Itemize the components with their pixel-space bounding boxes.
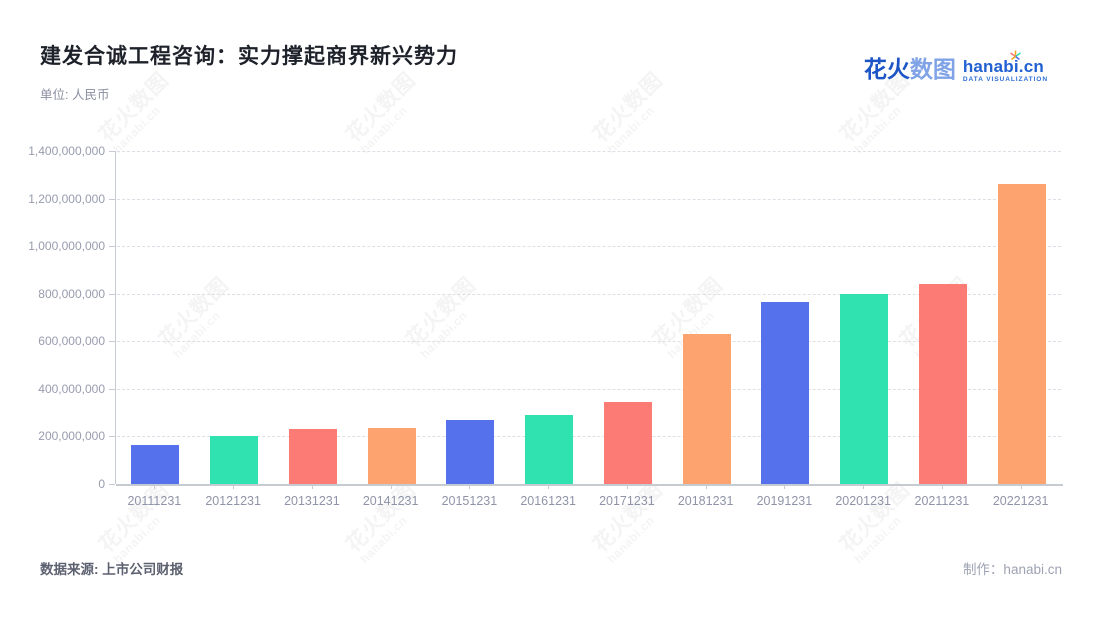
- sparkle-icon: [1010, 50, 1021, 61]
- x-axis-tick-label: 20111231: [127, 494, 182, 508]
- y-axis-tick-label: 800,000,000: [38, 286, 105, 301]
- y-axis-tick: [109, 246, 115, 248]
- bar-20111231[interactable]: [131, 444, 180, 484]
- y-axis-tick-label: 1,200,000,000: [28, 191, 105, 206]
- gridline: [117, 388, 1061, 390]
- logo-brand-cn-part1: 花火: [863, 56, 910, 82]
- bar-20171231[interactable]: [603, 402, 652, 484]
- watermark-tile: 花火数图 hanabi.cn: [835, 478, 915, 566]
- bar-20181231[interactable]: [682, 334, 731, 484]
- gridline: [117, 151, 1061, 152]
- watermark-tile: 花火数图 hanabi.cn: [341, 478, 421, 566]
- y-axis-tick-label: 0: [98, 477, 105, 491]
- watermark-tile: 花火数图 hanabi.cn: [94, 478, 174, 566]
- bar-20131231[interactable]: [288, 429, 337, 484]
- y-axis-tick-label: 1,400,000,000: [28, 144, 105, 158]
- bar-20201231[interactable]: [840, 294, 889, 484]
- x-axis-tick: [941, 484, 943, 489]
- bar-20161231[interactable]: [525, 415, 574, 484]
- x-axis-tick: [233, 484, 235, 489]
- x-axis-tick: [311, 484, 313, 489]
- bar-20221231[interactable]: [997, 183, 1046, 484]
- x-axis-tick-label: 20191231: [756, 494, 813, 508]
- x-axis-tick: [154, 484, 156, 489]
- x-axis-tick-label: 20131231: [284, 494, 340, 508]
- y-axis-tick: [109, 341, 115, 343]
- credit-label: 制作：hanabi.cn: [962, 562, 1062, 577]
- page-title: 建发合诚工程咨询：实力撑起商界新兴势力: [40, 45, 458, 68]
- plot-area: [109, 151, 1063, 486]
- logo-brand-cn-part2: 数图: [909, 56, 956, 82]
- y-axis-tick: [109, 436, 115, 438]
- x-axis-tick-label: 20161231: [520, 494, 576, 508]
- x-axis-tick: [548, 484, 550, 489]
- gridline: [117, 293, 1061, 295]
- logo-domain-text: hanabi.cn: [962, 57, 1044, 76]
- gridline: [117, 436, 1061, 438]
- x-axis-tick: [863, 484, 865, 489]
- x-axis-tick: [390, 484, 392, 489]
- x-axis-tick-label: 20171231: [599, 494, 655, 508]
- watermark-tile: 花火数图 hanabi.cn: [94, 68, 174, 156]
- watermark-tile: 花火数图 hanabi.cn: [588, 68, 668, 156]
- gridline: [117, 198, 1061, 200]
- x-axis-tick: [784, 484, 786, 489]
- y-axis-tick: [109, 151, 115, 152]
- x-axis-tick-label: 20181231: [677, 494, 734, 508]
- y-axis-tick: [109, 198, 115, 200]
- hanabi-logo: 花火数图 hanabi.cn DATA VISUALIZATION: [864, 50, 1048, 84]
- y-axis-tick: [109, 388, 115, 390]
- x-axis-tick-label: 20211231: [914, 494, 970, 508]
- unit-label: 单位: 人民币: [40, 88, 110, 102]
- logo-tagline-text: DATA VISUALIZATION: [962, 76, 1048, 83]
- y-axis-tick-label: 1,000,000,000: [28, 239, 105, 254]
- x-axis-tick-label: 20141231: [362, 494, 419, 508]
- y-axis-tick: [109, 293, 115, 295]
- x-axis-line: [116, 484, 1063, 486]
- bar-20141231[interactable]: [367, 428, 416, 484]
- x-axis-tick-label: 20221231: [992, 494, 1049, 508]
- x-axis-tick: [469, 484, 471, 489]
- watermark-tile: 花火数图 hanabi.cn: [588, 478, 668, 566]
- logo-brand-cn: 花火数图: [864, 58, 956, 81]
- y-axis-tick-label: 400,000,000: [38, 381, 105, 396]
- x-axis-tick-label: 20121231: [205, 494, 261, 508]
- watermark-tile: 花火数图 hanabi.cn: [341, 68, 421, 156]
- gridline: [117, 341, 1061, 343]
- x-axis-tick-label: 20201231: [835, 494, 891, 508]
- bar-20211231[interactable]: [918, 283, 967, 484]
- logo-brand-en: hanabi.cn DATA VISUALIZATION: [962, 50, 1048, 84]
- y-axis-tick-label: 200,000,000: [38, 429, 105, 444]
- x-axis-tick: [1020, 484, 1022, 489]
- bar-20121231[interactable]: [210, 435, 259, 484]
- data-source-label: 数据来源: 上市公司财报: [40, 562, 184, 577]
- gridline: [117, 246, 1061, 248]
- y-axis-tick: [109, 484, 115, 485]
- bar-20191231[interactable]: [761, 302, 810, 484]
- bar-20151231[interactable]: [446, 420, 495, 484]
- x-axis-tick: [626, 484, 628, 489]
- y-axis-tick-label: 600,000,000: [38, 334, 105, 349]
- x-axis-tick-label: 20151231: [441, 494, 498, 508]
- x-axis-tick: [705, 484, 707, 489]
